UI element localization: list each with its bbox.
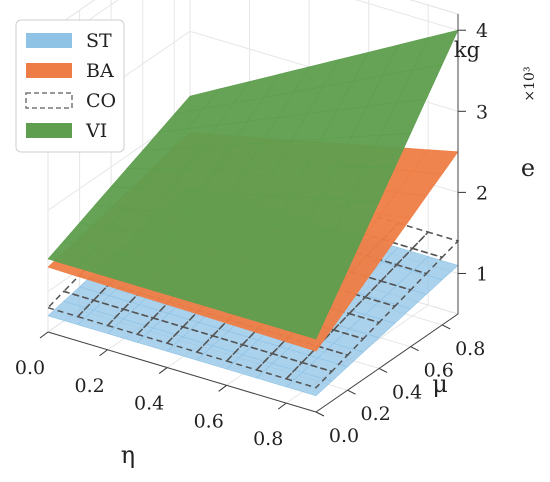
y-axis-title: μ [432, 370, 448, 398]
z-tick-label: 2 [476, 182, 488, 204]
legend-label: BA [86, 60, 114, 82]
eta-tick-mark [39, 331, 49, 339]
eta-axis-line [47, 331, 317, 413]
mu-tick-label: 0.6 [424, 360, 454, 382]
eta-tick-label: 0.8 [253, 428, 283, 450]
legend-item-co: CO [25, 90, 116, 112]
eta-tick-label: 0.4 [134, 393, 164, 415]
legend: ST BA CO VI [15, 19, 125, 153]
mu-tick-label: 0.0 [329, 425, 359, 447]
legend-label: VI [85, 120, 107, 142]
eta-tick-label: 0.0 [15, 357, 45, 379]
legend-swatch [26, 63, 72, 78]
eta-tick-mark [99, 349, 108, 357]
legend-item-st: ST [26, 30, 112, 52]
legend-item-vi: VI [26, 120, 107, 142]
mu-tick-mark [378, 367, 388, 373]
mu-tick-label: 0.8 [455, 338, 485, 360]
legend-label: ST [86, 30, 112, 52]
eta-tick-mark [277, 402, 287, 410]
legend-swatch [25, 92, 73, 109]
mu-tick-label: 0.2 [360, 403, 390, 425]
z-tick-label: 4 [476, 20, 488, 42]
z-axis-title: e [521, 154, 535, 182]
eta-tick-mark [218, 384, 227, 392]
legend-label: CO [86, 90, 116, 112]
legend-box [15, 19, 125, 153]
z-tick-label: 1 [476, 264, 488, 286]
legend-swatch [26, 33, 72, 48]
surface-vi [47, 29, 459, 340]
eta-tick-label: 0.2 [74, 375, 104, 397]
mu-tick-mark [347, 389, 356, 395]
mu-axis-line [315, 313, 459, 413]
legend-swatch [26, 123, 72, 138]
axis-titles: η μ e kg ×10³ [121, 38, 538, 469]
x-axis-title: η [121, 441, 135, 469]
mu-tick-mark [315, 411, 325, 417]
eta-tick-label: 0.6 [194, 410, 224, 432]
mu-tick-label: 0.4 [392, 381, 422, 403]
legend-item-ba: BA [26, 60, 114, 82]
z-multiplier-label: ×10³ [522, 66, 538, 101]
z-unit-label: kg [454, 38, 480, 62]
z-tick-label: 3 [476, 101, 488, 123]
mu-tick-mark [441, 324, 451, 330]
eta-tick-mark [158, 367, 168, 374]
mu-tick-mark [410, 346, 419, 352]
grid-line-z [47, 0, 459, 49]
